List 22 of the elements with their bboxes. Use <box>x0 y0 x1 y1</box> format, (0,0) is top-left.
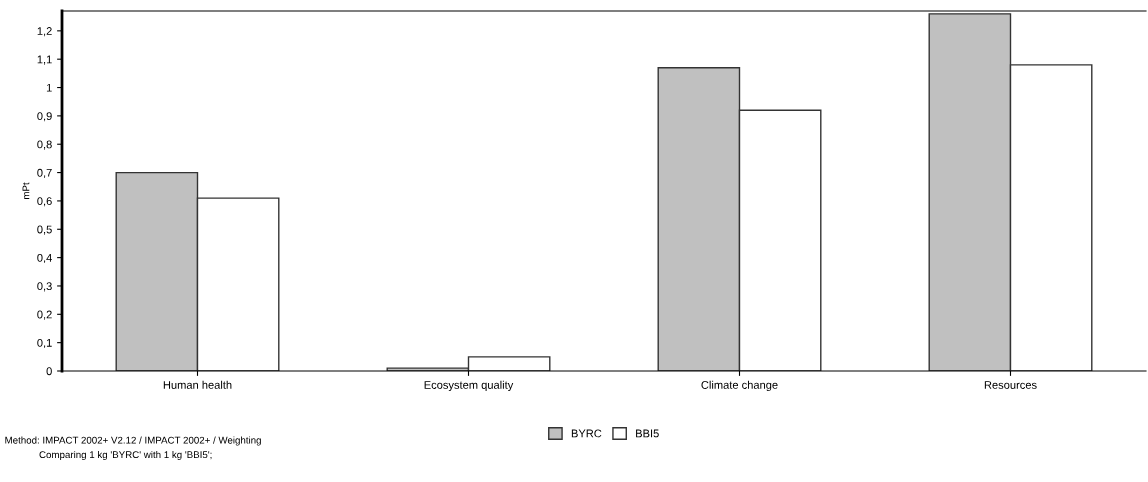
y-tick-label: 0,4 <box>37 253 52 264</box>
y-tick-label: 0 <box>46 367 52 376</box>
y-tick-label: 0,3 <box>37 282 52 292</box>
y-axis-title: mPt <box>22 182 30 199</box>
y-tick-label: 1,2 <box>37 27 52 37</box>
y-tick-label: 1,1 <box>37 55 52 65</box>
legend-label: BYRC <box>571 429 602 438</box>
y-tick-label: 0,2 <box>37 310 52 320</box>
y-tick-label: 0,6 <box>37 197 52 207</box>
y-tick-label: 0,1 <box>37 338 52 349</box>
x-tick-label: Ecosystem quality <box>424 380 514 392</box>
text: Method: IMPACT 2002+ V2.12 / IMPACT 2002+ / Weighting <box>5 436 261 446</box>
x-tick-label: Climate change <box>701 380 778 392</box>
y-tick-label: 0,7 <box>37 168 52 179</box>
text: Comparing 1 kg 'BYRC' with 1 kg 'BBI5'; <box>39 450 212 461</box>
x-tick-label: Human health <box>163 380 232 389</box>
x-tick-label: Resources <box>984 381 1037 389</box>
y-tick-label: 1 <box>46 83 52 92</box>
y-tick-label: 0,8 <box>37 140 52 150</box>
legend-label: BBI5 <box>636 429 659 438</box>
y-tick-label: 0,9 <box>37 112 52 122</box>
y-tick-label: 0,5 <box>37 225 52 235</box>
